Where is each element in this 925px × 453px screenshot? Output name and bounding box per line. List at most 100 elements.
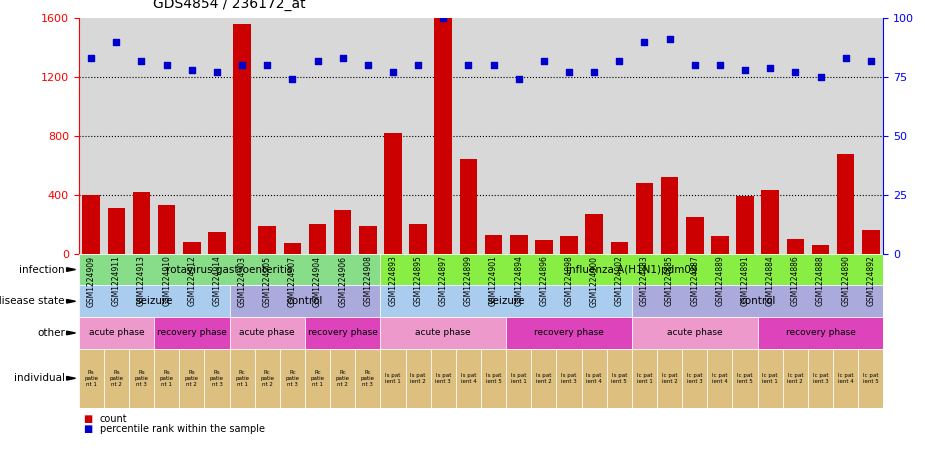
Bar [812, 245, 830, 254]
Bar [561, 236, 578, 254]
Text: GSM1224905: GSM1224905 [263, 255, 272, 307]
Text: ■: ■ [83, 424, 93, 434]
Bar [535, 241, 552, 254]
Bar [711, 236, 729, 254]
Point [612, 57, 627, 64]
Text: percentile rank within the sample: percentile rank within the sample [100, 424, 265, 434]
Text: Ic pat
ient 2: Ic pat ient 2 [661, 373, 677, 384]
Text: Is pat
ient 1: Is pat ient 1 [385, 373, 401, 384]
Point [84, 54, 99, 62]
Text: GSM1224897: GSM1224897 [438, 255, 448, 307]
Point [159, 62, 174, 69]
Text: GSM1224899: GSM1224899 [464, 255, 473, 307]
Bar [632, 285, 883, 317]
Bar [431, 349, 456, 408]
Point [260, 62, 275, 69]
Point [838, 54, 853, 62]
Point [461, 62, 475, 69]
Bar [158, 205, 176, 254]
Bar [154, 349, 179, 408]
Bar [79, 285, 229, 317]
Bar [808, 349, 833, 408]
Bar [833, 349, 858, 408]
Bar [330, 349, 355, 408]
Bar [309, 224, 327, 254]
Bar [208, 231, 226, 254]
Bar [460, 159, 477, 254]
Text: Rs
patie
nt 1: Rs patie nt 1 [160, 370, 174, 386]
Text: ■: ■ [83, 414, 93, 424]
Text: GSM1224901: GSM1224901 [489, 255, 498, 307]
Text: Is pat
ient 2: Is pat ient 2 [411, 373, 426, 384]
Point [561, 69, 576, 76]
Bar [786, 239, 804, 254]
Bar [229, 317, 305, 349]
Text: Rc
patie
nt 2: Rc patie nt 2 [336, 370, 350, 386]
Text: GSM1224900: GSM1224900 [589, 255, 598, 307]
Text: GSM1224896: GSM1224896 [539, 255, 549, 307]
Bar [154, 317, 229, 349]
Text: rotavirus gastroenteritis: rotavirus gastroenteritis [166, 265, 293, 275]
Point [184, 66, 199, 73]
Point [813, 73, 828, 81]
Text: recovery phase: recovery phase [785, 328, 856, 337]
Bar [862, 230, 880, 254]
Text: GSM1224906: GSM1224906 [339, 255, 347, 307]
Bar [736, 196, 754, 254]
Text: GSM1224887: GSM1224887 [690, 255, 699, 306]
Bar [683, 349, 708, 408]
Text: GSM1224889: GSM1224889 [715, 255, 724, 306]
Text: GSM1224884: GSM1224884 [766, 255, 775, 306]
Bar [405, 349, 431, 408]
Bar [557, 349, 582, 408]
Bar [632, 349, 657, 408]
Bar [531, 349, 557, 408]
Text: seizure: seizure [487, 296, 524, 306]
Text: Ic pat
ient 3: Ic pat ient 3 [813, 373, 829, 384]
Bar [384, 133, 401, 254]
Text: GSM1224898: GSM1224898 [564, 255, 574, 306]
Text: GSM1224886: GSM1224886 [791, 255, 800, 306]
Text: GSM1224885: GSM1224885 [665, 255, 674, 306]
Point [788, 69, 803, 76]
Text: Rc
patie
nt 2: Rc patie nt 2 [260, 370, 274, 386]
Bar [79, 254, 380, 285]
Bar [129, 349, 154, 408]
Point [134, 57, 149, 64]
Text: Ic pat
ient 3: Ic pat ient 3 [687, 373, 703, 384]
Bar [254, 349, 279, 408]
Bar [132, 192, 150, 254]
Bar [359, 226, 376, 254]
Point [712, 62, 727, 69]
Text: Is pat
ient 2: Is pat ient 2 [536, 373, 551, 384]
Point [411, 62, 426, 69]
Text: Ic pat
ient 5: Ic pat ient 5 [863, 373, 879, 384]
Text: Rs
patie
nt 3: Rs patie nt 3 [210, 370, 224, 386]
Bar [380, 254, 883, 285]
Bar [79, 317, 154, 349]
Bar [607, 349, 632, 408]
Text: Is pat
ient 5: Is pat ient 5 [486, 373, 501, 384]
Bar [355, 349, 380, 408]
Text: GSM1224903: GSM1224903 [238, 255, 247, 307]
Text: seizure: seizure [135, 296, 173, 306]
Bar [107, 208, 125, 254]
Bar [686, 217, 704, 254]
Text: count: count [100, 414, 128, 424]
Point [512, 76, 526, 83]
Bar [506, 317, 632, 349]
Bar [733, 349, 758, 408]
Text: control: control [287, 296, 323, 306]
Bar [708, 349, 733, 408]
Text: recovery phase: recovery phase [534, 328, 604, 337]
Text: GSM1224895: GSM1224895 [413, 255, 423, 307]
Text: GSM1224892: GSM1224892 [867, 255, 875, 306]
Bar [104, 349, 129, 408]
Bar [204, 349, 229, 408]
Bar [229, 285, 380, 317]
Text: Is pat
ient 4: Is pat ient 4 [586, 373, 602, 384]
Point [863, 57, 878, 64]
Text: acute phase: acute phase [415, 328, 471, 337]
Text: Is pat
ient 5: Is pat ient 5 [611, 373, 627, 384]
Bar [279, 349, 305, 408]
